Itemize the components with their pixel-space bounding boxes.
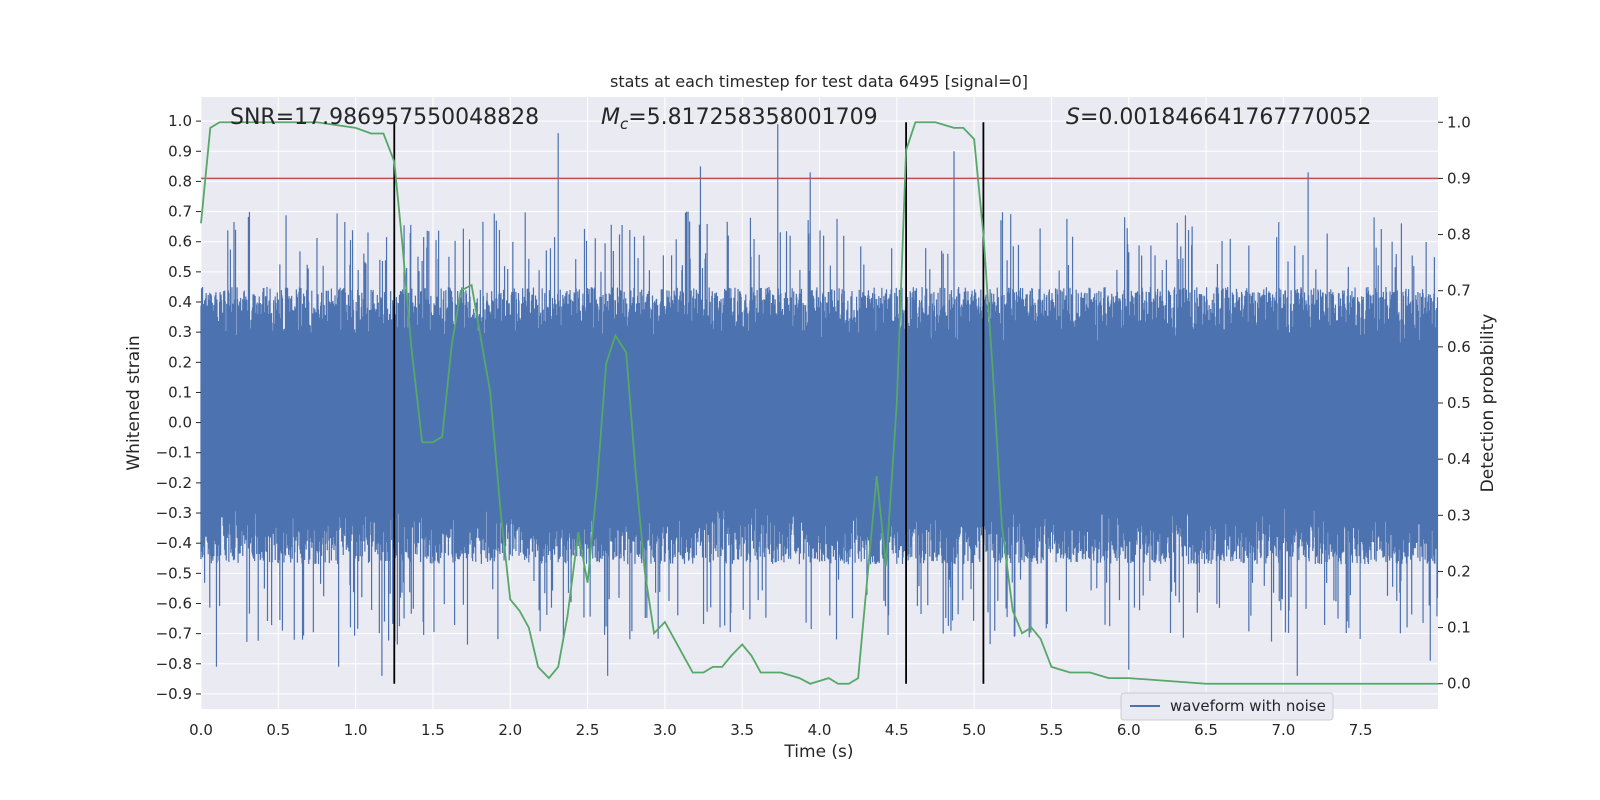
- y-right-tick-label: 0.3: [1447, 506, 1471, 524]
- x-tick-label: 1.0: [344, 721, 368, 739]
- x-tick-label: 5.5: [1040, 721, 1064, 739]
- x-tick-label: 6.5: [1194, 721, 1218, 739]
- y-left-tick-label: 0.4: [168, 293, 192, 311]
- x-tick-label: 0.5: [266, 721, 290, 739]
- y-right-tick-label: 0.0: [1447, 675, 1471, 693]
- y-right-tick-label: 0.6: [1447, 338, 1471, 356]
- y-left-tick-label: −0.9: [156, 685, 192, 703]
- y-left-tick-label: −0.3: [156, 504, 192, 522]
- y-left-tick-label: 0.5: [168, 263, 192, 281]
- s-annotation: S=0.001846641767770052: [1066, 105, 1371, 130]
- x-tick-label: 5.0: [962, 721, 986, 739]
- legend: waveform with noise: [1120, 692, 1334, 721]
- y-right-tick-label: 0.8: [1447, 226, 1471, 244]
- y-left-tick-label: 0.2: [168, 353, 192, 371]
- x-tick-label: 0.0: [189, 721, 213, 739]
- y-left-tick-label: 0.0: [168, 414, 192, 432]
- y-axis-right-title: Detection probability: [1478, 314, 1498, 493]
- y-left-tick-label: 0.6: [168, 233, 192, 251]
- y-left-tick-label: −0.7: [156, 625, 192, 643]
- legend-label: waveform with noise: [1170, 697, 1326, 715]
- y-left-tick-label: 1.0: [168, 112, 192, 130]
- s-symbol: S: [1066, 105, 1080, 130]
- y-left-tick-label: −0.6: [156, 594, 192, 612]
- x-tick-label: 7.5: [1349, 721, 1373, 739]
- y-left-tick-label: −0.5: [156, 564, 192, 582]
- y-right-tick-label: 0.5: [1447, 394, 1471, 412]
- legend-frame: [1120, 692, 1334, 721]
- x-axis-title: Time (s): [783, 742, 853, 762]
- y-axis-left-title: Whitened strain: [124, 335, 144, 470]
- detection-probability-line: [200, 121, 1438, 685]
- y-left-tick-label: −0.2: [156, 474, 192, 492]
- x-tick-label: 1.5: [421, 721, 445, 739]
- y-left-tick-label: 0.1: [168, 383, 192, 401]
- x-tick-label: 7.0: [1271, 721, 1295, 739]
- x-tick-label: 2.0: [498, 721, 522, 739]
- y-left-tick-label: −0.8: [156, 655, 192, 673]
- mc-subscript: c: [620, 115, 629, 133]
- axes: 0.0 0.5 1.0 1.5 2.0 2.5 3.0 3.5 4.0 4.5 5.0 5.5 6.0 6…: [156, 112, 1471, 739]
- x-tick-label: 6.0: [1117, 721, 1141, 739]
- s-value: =0.001846641767770052: [1080, 105, 1371, 130]
- x-tick-label: 4.0: [808, 721, 832, 739]
- y-right-tick-label: 0.7: [1447, 282, 1471, 300]
- waveform-with-noise-line: [200, 124, 1439, 676]
- y-left-tick-label: −0.4: [156, 534, 192, 552]
- y-right-tick-label: 1.0: [1447, 113, 1471, 131]
- x-tick-label: 2.5: [576, 721, 600, 739]
- mc-annotation: Mc=5.817258358001709: [601, 105, 878, 133]
- x-tick-label: 3.5: [730, 721, 754, 739]
- y-left-tick-label: −0.1: [156, 444, 192, 462]
- x-tick-label: 4.5: [885, 721, 909, 739]
- x-tick-label: 3.0: [653, 721, 677, 739]
- y-right-tick-label: 0.1: [1447, 619, 1471, 637]
- y-left-tick-label: 0.8: [168, 172, 192, 190]
- y-left-tick-label: 0.7: [168, 203, 192, 221]
- y-right-tick-label: 0.9: [1447, 169, 1471, 187]
- y-left-tick-label: 0.3: [168, 323, 192, 341]
- y-right-tick-label: 0.2: [1447, 562, 1471, 580]
- series-detection-probability: [200, 121, 1438, 685]
- mc-value: =5.817258358001709: [628, 105, 877, 130]
- mc-symbol: M: [601, 105, 620, 130]
- y-left-tick-label: 0.9: [168, 142, 192, 160]
- detection-markers: [393, 122, 985, 684]
- y-right-tick-label: 0.4: [1447, 450, 1471, 468]
- snr-annotation: SNR=17.986957550048828: [230, 105, 539, 130]
- series-waveform-with-noise: [200, 124, 1439, 676]
- chart-title: stats at each timestep for test data 649…: [610, 72, 1028, 91]
